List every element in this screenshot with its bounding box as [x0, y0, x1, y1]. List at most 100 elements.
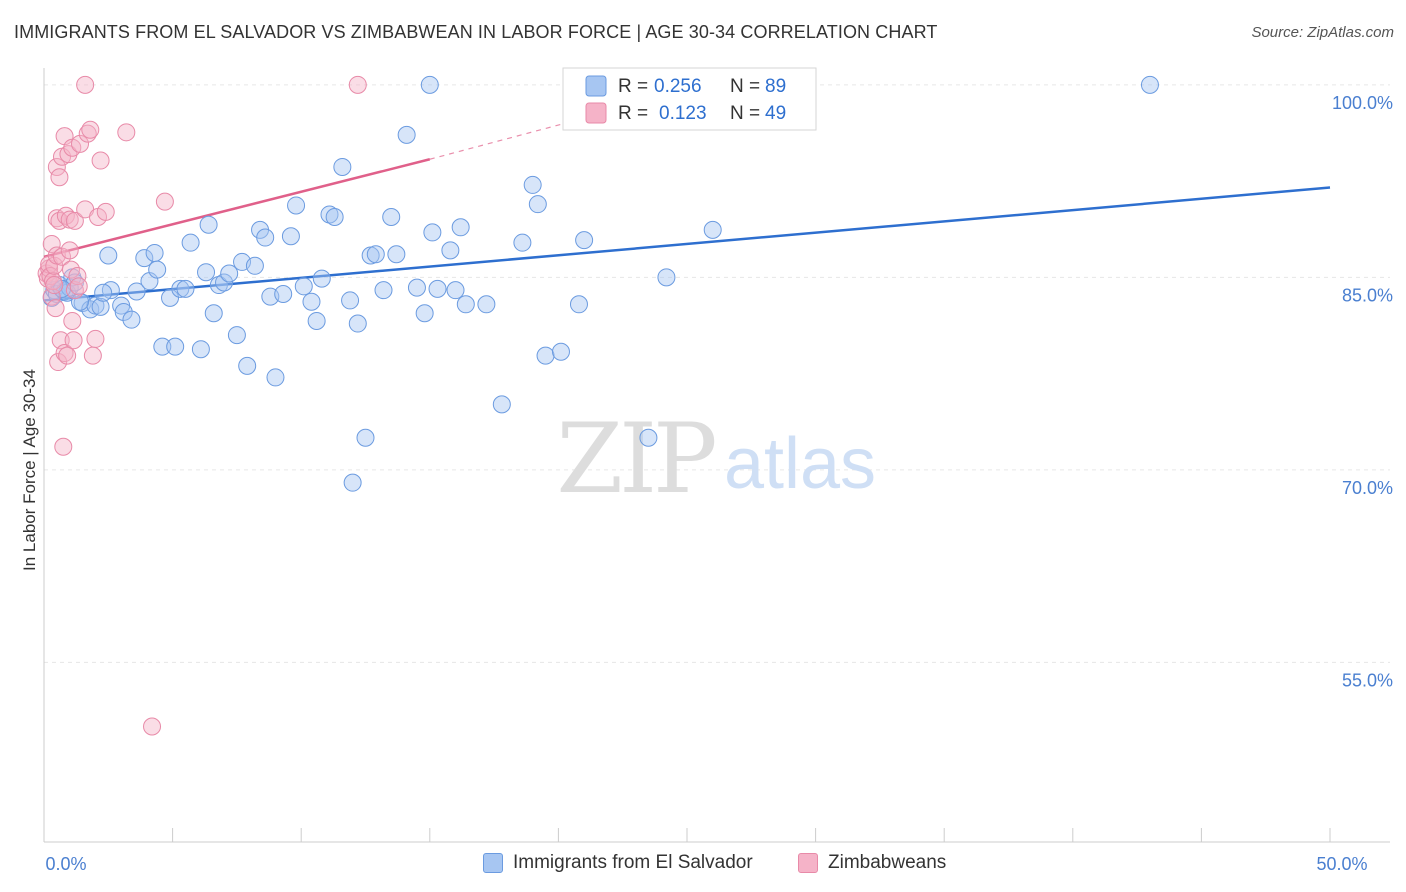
stats-r-value: 0.256	[654, 76, 702, 97]
point-el-salvador	[135, 249, 154, 268]
point-el-salvador	[441, 241, 460, 260]
point-el-salvador	[122, 310, 141, 329]
point-el-salvador	[166, 337, 185, 356]
chart-title: IMMIGRANTS FROM EL SALVADOR VS ZIMBABWEA…	[14, 22, 938, 42]
point-el-salvador	[287, 196, 306, 215]
point-el-salvador	[397, 125, 416, 144]
trend-line-el-salvador	[43, 186, 1331, 302]
point-el-salvador	[333, 157, 352, 176]
point-el-salvador	[703, 220, 722, 239]
point-el-salvador	[569, 295, 588, 314]
point-zimbabweans	[58, 346, 77, 365]
point-el-salvador	[191, 340, 210, 359]
point-el-salvador	[551, 342, 570, 361]
point-el-salvador	[215, 273, 234, 292]
point-zimbabweans	[86, 329, 105, 348]
point-zimbabweans	[45, 256, 64, 275]
point-el-salvador	[245, 256, 264, 275]
point-zimbabweans	[49, 353, 68, 372]
point-zimbabweans	[76, 75, 95, 94]
point-zimbabweans	[45, 276, 64, 295]
stats-n-value: 49	[765, 103, 786, 124]
legend-item-zimbabweans: Zimbabweans	[798, 852, 946, 874]
y-tick-label: 70.0%	[1342, 478, 1393, 498]
stats-legend: R = 0.256 N = 89 R = 0.123 N = 49	[562, 67, 817, 131]
point-el-salvador	[523, 175, 542, 194]
point-el-salvador	[197, 263, 216, 282]
point-el-salvador	[528, 195, 547, 214]
trend-lines	[43, 117, 1331, 302]
point-zimbabweans	[96, 202, 115, 221]
point-el-salvador	[127, 282, 146, 301]
point-zimbabweans	[117, 123, 136, 142]
point-el-salvador	[209, 276, 228, 295]
stats-r-value: 0.123	[659, 103, 707, 124]
stats-swatch-blue	[585, 75, 607, 97]
point-el-salvador	[423, 223, 442, 242]
point-el-salvador	[513, 233, 532, 252]
point-el-salvador	[220, 264, 239, 283]
point-el-salvador	[446, 281, 465, 300]
point-el-salvador	[374, 281, 393, 300]
point-zimbabweans	[143, 717, 162, 736]
trend-line-zimbabweans	[43, 158, 431, 259]
point-el-salvador	[1140, 75, 1159, 94]
point-el-salvador	[181, 233, 200, 252]
point-zimbabweans	[69, 277, 88, 296]
point-el-salvador	[171, 279, 190, 298]
point-el-salvador	[153, 337, 172, 356]
point-el-salvador	[382, 208, 401, 227]
point-el-salvador	[387, 245, 406, 264]
tick-labels: 100.0% 85.0% 70.0% 55.0% 0.0% 50.0%	[45, 93, 1393, 874]
point-el-salvador	[639, 428, 658, 447]
point-zimbabweans	[91, 151, 110, 170]
source-label: Source: ZipAtlas.com	[1251, 24, 1394, 41]
y-tick-label: 55.0%	[1342, 670, 1393, 690]
point-el-salvador	[256, 228, 275, 247]
point-zimbabweans	[63, 311, 82, 330]
point-el-salvador	[366, 245, 385, 264]
point-el-salvador	[456, 295, 475, 314]
point-el-salvador	[302, 292, 321, 311]
point-el-salvador	[492, 395, 511, 414]
point-el-salvador	[575, 231, 594, 250]
point-el-salvador	[148, 260, 167, 279]
point-zimbabweans	[55, 344, 74, 363]
watermark-atlas: atlas	[724, 424, 876, 504]
point-zimbabweans	[41, 267, 60, 286]
point-zimbabweans	[54, 437, 73, 456]
point-el-salvador	[356, 428, 375, 447]
point-zimbabweans	[47, 157, 66, 176]
point-el-salvador	[407, 278, 426, 297]
legend-label: Immigrants from El Salvador	[513, 852, 753, 873]
point-el-salvador	[94, 283, 113, 302]
point-el-salvador	[281, 227, 300, 246]
watermark-zip: ZIP	[556, 403, 715, 515]
point-el-salvador	[204, 304, 223, 323]
legend-item-el-salvador: Immigrants from El Salvador	[483, 852, 753, 874]
point-el-salvador	[238, 356, 257, 375]
data-points	[37, 75, 1159, 736]
point-el-salvador	[145, 243, 164, 262]
stats-r-label: R =	[618, 76, 648, 97]
point-el-salvador	[274, 285, 293, 304]
point-el-salvador	[312, 269, 331, 288]
stats-n-value: 89	[765, 76, 786, 97]
point-el-salvador	[71, 292, 90, 311]
x-tick-label: 50.0%	[1316, 854, 1367, 874]
axes	[43, 68, 1390, 843]
point-el-salvador	[199, 215, 218, 234]
point-el-salvador	[415, 304, 434, 323]
point-zimbabweans	[64, 331, 83, 350]
point-zimbabweans	[71, 134, 90, 153]
point-el-salvador	[420, 75, 439, 94]
point-el-salvador	[99, 246, 118, 265]
point-el-salvador	[91, 297, 110, 316]
legend-swatch-blue	[483, 853, 503, 873]
point-el-salvador	[428, 279, 447, 298]
point-el-salvador	[657, 268, 676, 287]
point-zimbabweans	[53, 247, 72, 266]
stats-n-label: N =	[730, 103, 760, 124]
stats-r-label: R =	[618, 103, 648, 124]
